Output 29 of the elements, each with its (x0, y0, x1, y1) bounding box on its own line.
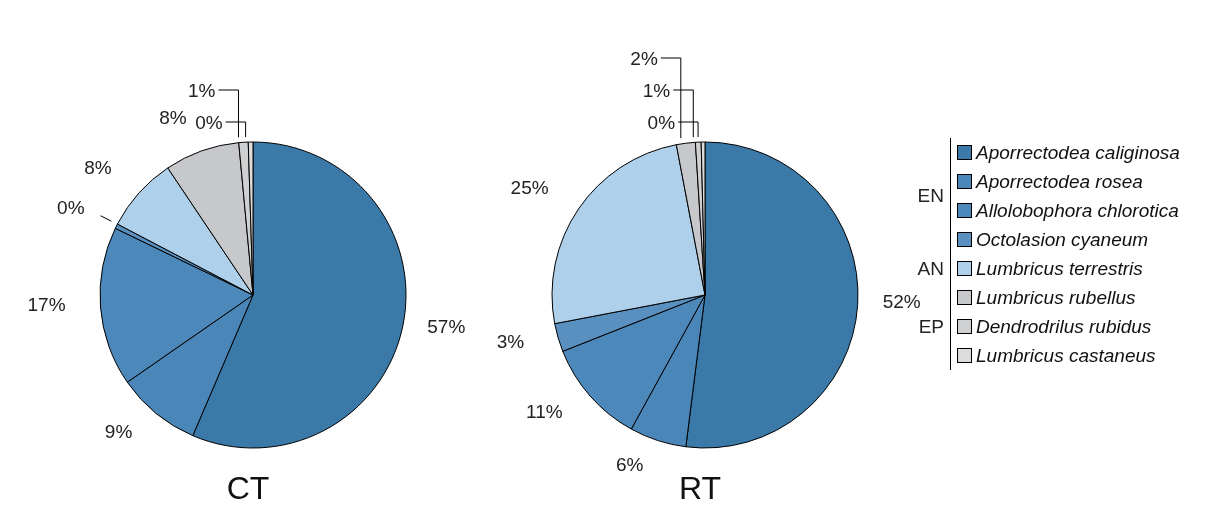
data-label: 17% (27, 293, 66, 315)
data-label: 0% (647, 111, 676, 133)
data-label: 3% (496, 330, 525, 352)
legend-label: Aporrectodea rosea (976, 170, 1143, 193)
data-label: 9% (104, 421, 133, 443)
legend-label: Aporrectodea caliginosa (976, 141, 1180, 164)
data-label: 52% (882, 290, 921, 312)
data-label: 0% (57, 197, 85, 219)
data-label: 0% (195, 111, 223, 133)
data-label: 57% (427, 316, 466, 338)
data-label: 1% (642, 79, 671, 101)
data-label: 1% (188, 79, 216, 101)
data-label: 8% (159, 107, 187, 129)
text: EP (917, 315, 945, 338)
legend-label: Dendrodrilus rubidus (976, 315, 1152, 338)
legend-label: Octolasion cyaneum (976, 228, 1149, 251)
text: CT (225, 470, 271, 507)
text: RT (678, 470, 722, 506)
legend-label: Lumbricus terrestris (976, 257, 1143, 280)
legend-label: Lumbricus rubellus (976, 286, 1136, 309)
data-label: 8% (84, 157, 112, 179)
data-label: 6% (615, 453, 644, 475)
text: EN (916, 185, 945, 207)
legend-label: Allolobophora chlorotica (976, 199, 1179, 222)
data-label: 2% (630, 47, 658, 69)
text: AN (916, 257, 945, 280)
data-label: 11% (526, 400, 563, 422)
data-label: 25% (510, 176, 549, 198)
legend-label: Lumbricus castaneus (976, 344, 1156, 367)
